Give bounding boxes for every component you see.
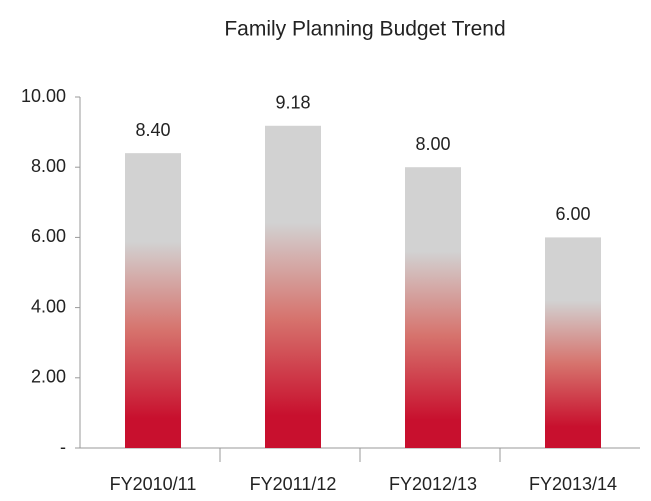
data-label: 9.18 [275,93,310,113]
data-label: 6.00 [555,204,590,224]
bar [125,153,181,448]
bar [265,125,321,449]
data-label: 8.40 [135,120,170,140]
x-tick-label: FY2011/12 [250,474,337,494]
y-tick-label: 10.00 [21,86,66,106]
y-tick-label: - [60,437,66,457]
x-tick-label: FY2010/11 [110,474,197,494]
x-tick-label: FY2013/14 [529,474,617,494]
y-tick-label: 8.00 [31,156,66,176]
bar [545,237,601,448]
x-tick-label: FY2012/13 [389,474,477,494]
bar [405,167,461,448]
y-tick-label: 4.00 [31,296,66,316]
chart-title: Family Planning Budget Trend [224,18,505,41]
y-tick-label: 2.00 [31,367,66,387]
y-tick-label: 6.00 [31,226,66,246]
data-label: 8.00 [415,134,450,154]
